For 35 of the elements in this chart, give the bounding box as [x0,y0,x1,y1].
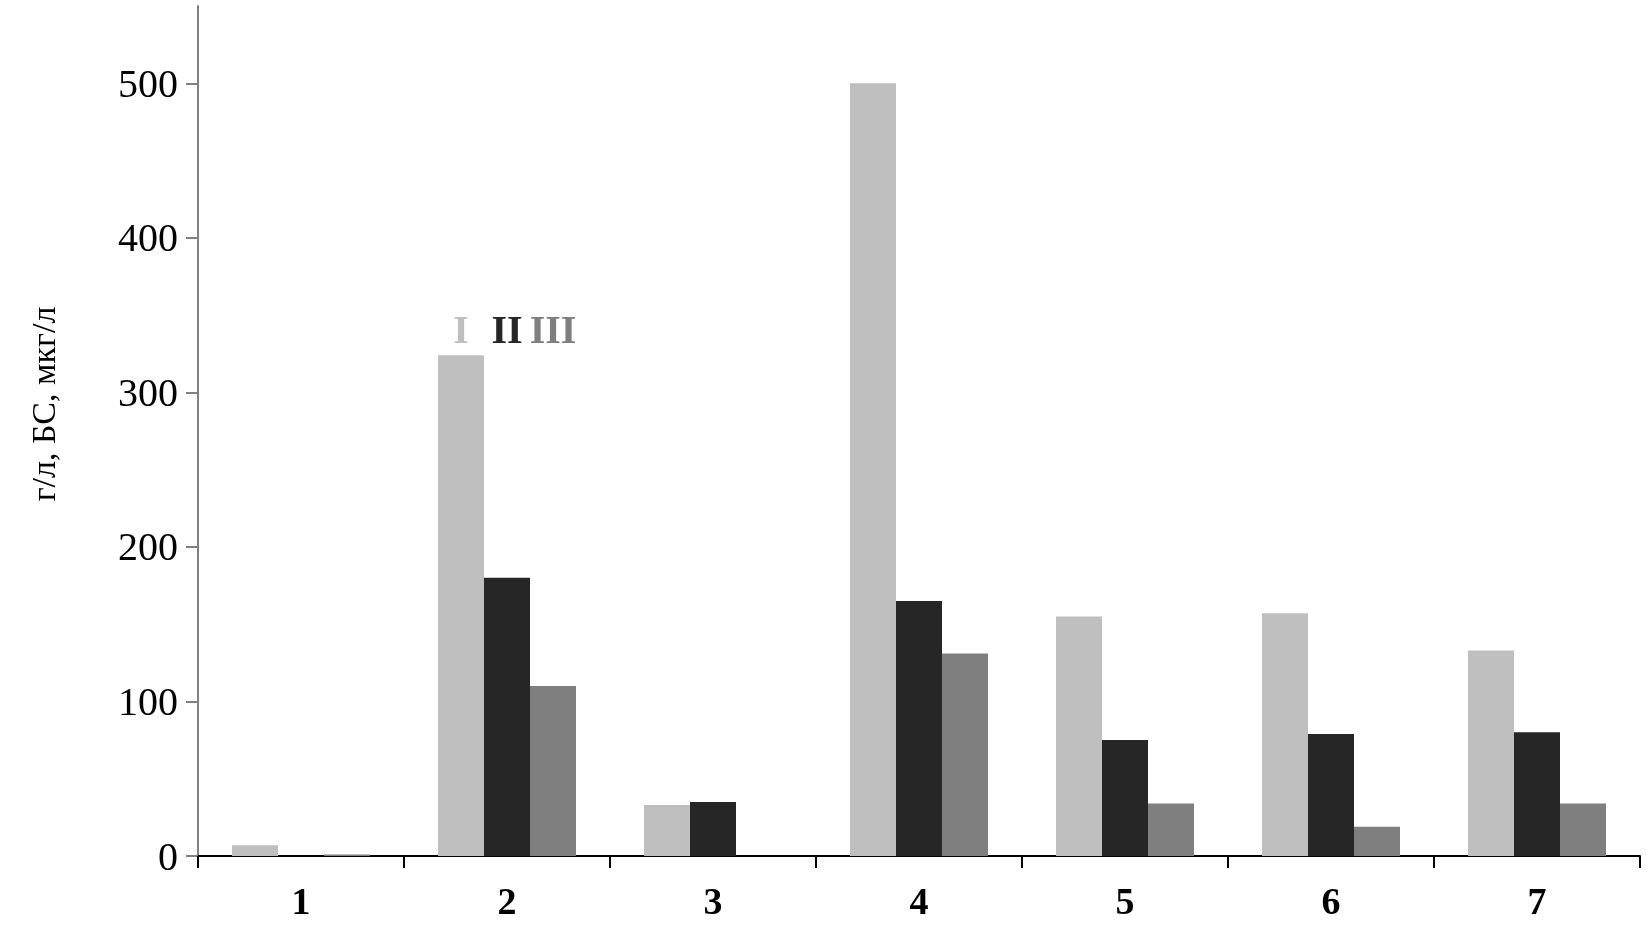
x-tick-label: 3 [703,880,723,922]
y-axis-title: г/л, БС, мкг/л [24,306,62,502]
y-tick-label: 100 [118,678,178,724]
bar [1102,740,1148,856]
bar [1354,826,1401,856]
x-tick-label: 6 [1321,880,1341,922]
y-tick-label: 0 [158,833,178,879]
bar [942,653,989,856]
y-tick-label: 300 [118,369,178,415]
x-tick-label: 7 [1527,880,1547,922]
bar [1560,803,1607,856]
bar [437,355,484,856]
bar [1261,613,1308,856]
y-tick-label: 200 [118,524,178,570]
x-tick-label: 5 [1115,880,1135,922]
bar [1308,733,1354,856]
bar [1514,732,1560,856]
text: II [491,306,523,352]
bar [1467,650,1514,856]
bar [1055,616,1102,856]
bar [530,686,577,856]
y-tick-label: 500 [118,60,178,106]
y-tick-label: 400 [118,215,178,261]
bar [896,601,942,856]
x-tick-label: 4 [909,880,929,922]
series-label: I [453,306,469,352]
bar [849,83,896,856]
bar [1148,803,1195,856]
bar [690,801,736,856]
text: III [529,306,577,352]
bar [231,845,278,856]
bar [643,805,690,856]
x-tick-label: 2 [497,880,517,922]
x-tick-label: 1 [291,880,311,922]
bar [484,577,530,856]
